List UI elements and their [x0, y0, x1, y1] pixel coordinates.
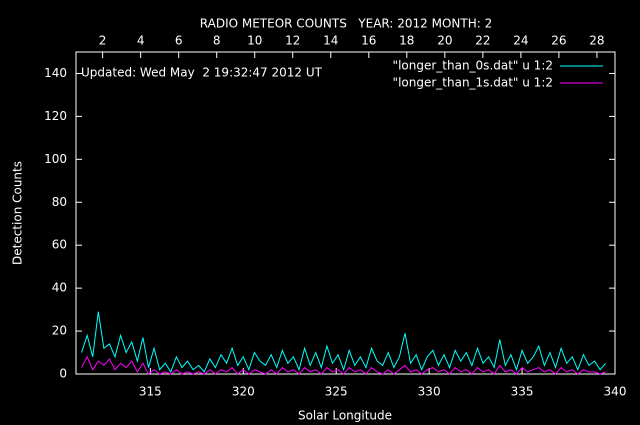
data-line	[81, 311, 607, 373]
y-tick-label: 80	[52, 195, 67, 209]
x2-tick-label: 10	[247, 34, 262, 48]
annotation: Updated: Wed May 2 19:32:47 2012 UT	[81, 66, 323, 80]
x-tick-label: 340	[604, 385, 627, 399]
y-tick-label: 20	[52, 324, 67, 338]
data-line	[81, 355, 606, 375]
legend-label: "longer_than_1s.dat" u 1:2	[393, 76, 553, 90]
y-tick-label: 120	[44, 109, 67, 123]
y-tick-label: 60	[52, 238, 67, 252]
x-tick-label: 325	[325, 385, 348, 399]
x2-tick-label: 2	[99, 34, 107, 48]
x2-tick-label: 28	[589, 34, 604, 48]
x-tick-label: 315	[139, 385, 162, 399]
x2-tick-label: 16	[361, 34, 376, 48]
x2-tick-label: 18	[399, 34, 414, 48]
x2-tick-label: 24	[513, 34, 528, 48]
x2-tick-label: 14	[323, 34, 338, 48]
plot-border	[75, 51, 616, 375]
x2-tick-label: 12	[285, 34, 300, 48]
x2-tick-label: 8	[213, 34, 221, 48]
x2-tick-label: 26	[551, 34, 566, 48]
chart-title: RADIO METEOR COUNTS YEAR: 2012 MONTH: 2	[200, 17, 492, 31]
y-tick-label: 0	[59, 367, 67, 381]
x-tick-label: 320	[232, 385, 255, 399]
x2-tick-label: 4	[137, 34, 145, 48]
y-tick-label: 40	[52, 281, 67, 295]
legend-label: "longer_than_0s.dat" u 1:2	[393, 59, 553, 73]
y-tick-label: 140	[44, 66, 67, 80]
x-axis-label: Solar Longitude	[298, 409, 392, 423]
x-tick-label: 330	[418, 385, 441, 399]
x2-tick-label: 20	[437, 34, 452, 48]
y-axis-label: Detection Counts	[11, 161, 25, 265]
x2-tick-label: 22	[475, 34, 490, 48]
x2-tick-label: 6	[175, 34, 183, 48]
x-tick-label: 335	[511, 385, 534, 399]
y-tick-label: 100	[44, 152, 67, 166]
